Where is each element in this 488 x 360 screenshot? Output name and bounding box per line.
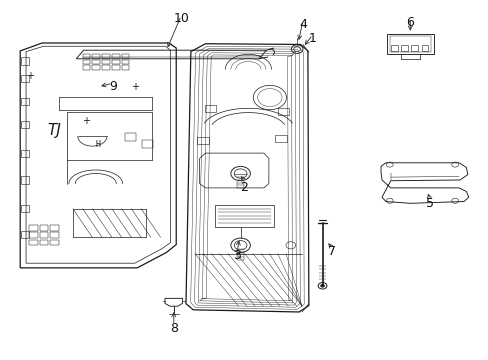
Text: 9: 9 bbox=[109, 80, 117, 93]
Bar bbox=[21, 57, 29, 64]
Bar bbox=[102, 59, 110, 64]
Text: 6: 6 bbox=[406, 16, 413, 29]
Circle shape bbox=[320, 284, 324, 287]
Bar bbox=[92, 54, 100, 58]
Bar bbox=[112, 59, 120, 64]
Text: 5: 5 bbox=[425, 197, 433, 210]
Bar bbox=[21, 205, 29, 212]
Bar bbox=[21, 98, 29, 105]
Text: 2: 2 bbox=[240, 181, 248, 194]
Bar bbox=[82, 65, 90, 69]
Text: 3: 3 bbox=[233, 249, 241, 262]
Bar bbox=[92, 59, 100, 64]
Bar bbox=[29, 225, 38, 231]
Bar bbox=[92, 65, 100, 69]
Bar bbox=[82, 54, 90, 58]
Text: 4: 4 bbox=[299, 18, 306, 31]
Bar bbox=[102, 54, 110, 58]
Bar bbox=[82, 59, 90, 64]
Bar bbox=[21, 121, 29, 128]
Bar bbox=[29, 239, 38, 245]
Bar bbox=[50, 232, 59, 238]
Bar bbox=[50, 225, 59, 231]
Text: 10: 10 bbox=[173, 12, 189, 25]
Bar bbox=[122, 54, 129, 58]
Text: +: + bbox=[82, 116, 90, 126]
Text: +: + bbox=[130, 82, 139, 92]
Bar bbox=[21, 176, 29, 184]
Text: 7: 7 bbox=[327, 245, 336, 258]
Text: +: + bbox=[26, 71, 34, 81]
Bar bbox=[21, 149, 29, 157]
Bar bbox=[112, 65, 120, 69]
Bar bbox=[122, 65, 129, 69]
Bar bbox=[40, 239, 48, 245]
Bar bbox=[112, 54, 120, 58]
Bar bbox=[102, 65, 110, 69]
Bar bbox=[40, 232, 48, 238]
Bar bbox=[21, 75, 29, 82]
Text: 1: 1 bbox=[308, 32, 316, 45]
Bar bbox=[40, 225, 48, 231]
Bar bbox=[21, 231, 29, 238]
Bar bbox=[29, 232, 38, 238]
Text: 8: 8 bbox=[169, 322, 178, 335]
Bar bbox=[122, 59, 129, 64]
Text: H: H bbox=[96, 140, 101, 149]
Bar bbox=[50, 239, 59, 245]
Text: TJ: TJ bbox=[47, 123, 61, 138]
